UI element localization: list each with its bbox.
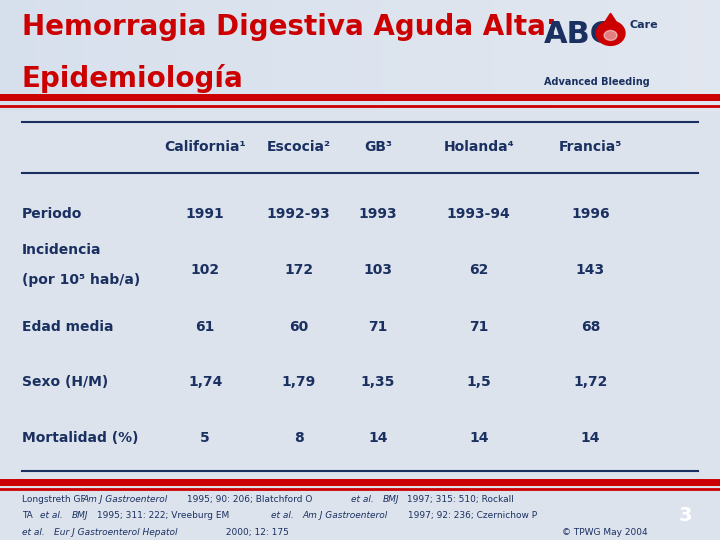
Text: Incidencia: Incidencia <box>22 243 101 257</box>
Text: BMJ: BMJ <box>383 495 400 504</box>
Text: 61: 61 <box>196 320 215 334</box>
Text: Periodo: Periodo <box>22 206 82 220</box>
Text: 1992-93: 1992-93 <box>267 206 330 220</box>
Text: ABC: ABC <box>544 20 613 49</box>
Ellipse shape <box>596 21 625 45</box>
Text: 60: 60 <box>289 320 308 334</box>
Text: 1,74: 1,74 <box>188 375 222 389</box>
Text: 1993-94: 1993-94 <box>447 206 510 220</box>
Text: 5: 5 <box>200 430 210 444</box>
Text: 71: 71 <box>469 320 488 334</box>
Text: 71: 71 <box>369 320 387 334</box>
Text: 8: 8 <box>294 430 304 444</box>
Text: Escocia²: Escocia² <box>267 140 330 154</box>
Text: 14: 14 <box>469 430 489 444</box>
Text: Mortalidad (%): Mortalidad (%) <box>22 430 138 444</box>
Ellipse shape <box>604 30 617 40</box>
Text: 143: 143 <box>576 264 605 278</box>
Text: 62: 62 <box>469 264 488 278</box>
Text: 14: 14 <box>368 430 388 444</box>
Text: 1995; 90: 206; Blatchford O: 1995; 90: 206; Blatchford O <box>184 495 315 504</box>
Text: et al.: et al. <box>22 528 48 537</box>
Text: © TPWG May 2004: © TPWG May 2004 <box>562 528 647 537</box>
Text: 1995; 311: 222; Vreeburg EM: 1995; 311: 222; Vreeburg EM <box>94 511 232 521</box>
Text: Eur J Gastroenterol Hepatol: Eur J Gastroenterol Hepatol <box>54 528 178 537</box>
Text: 103: 103 <box>364 264 392 278</box>
Text: Francia⁵: Francia⁵ <box>559 140 622 154</box>
Text: TA: TA <box>22 511 35 521</box>
Text: 1,35: 1,35 <box>361 375 395 389</box>
Text: (por 10⁵ hab/a): (por 10⁵ hab/a) <box>22 273 140 287</box>
Text: Am J Gastroenterol: Am J Gastroenterol <box>83 495 168 504</box>
Text: 1997; 315: 510; Rockall: 1997; 315: 510; Rockall <box>404 495 514 504</box>
Text: 1,72: 1,72 <box>573 375 608 389</box>
Text: Hemorragia Digestiva Aguda Alta:: Hemorragia Digestiva Aguda Alta: <box>22 14 557 41</box>
Text: 1993: 1993 <box>359 206 397 220</box>
Text: 14: 14 <box>580 430 600 444</box>
Text: 68: 68 <box>581 320 600 334</box>
Text: Holanda⁴: Holanda⁴ <box>444 140 514 154</box>
Text: BMJ: BMJ <box>71 511 88 521</box>
Text: 2000; 12: 175: 2000; 12: 175 <box>223 528 289 537</box>
Text: et al.: et al. <box>271 511 294 521</box>
Text: California¹: California¹ <box>164 140 246 154</box>
Text: 1996: 1996 <box>571 206 610 220</box>
Text: 172: 172 <box>284 264 313 278</box>
Text: GB³: GB³ <box>364 140 392 154</box>
Polygon shape <box>599 14 622 31</box>
Text: et al.: et al. <box>40 511 63 521</box>
Text: 1991: 1991 <box>186 206 225 220</box>
Text: Sexo (H/M): Sexo (H/M) <box>22 375 108 389</box>
Text: Longstreth GF: Longstreth GF <box>22 495 88 504</box>
Text: Am J Gastroenterol: Am J Gastroenterol <box>302 511 387 521</box>
Text: Advanced Bleeding: Advanced Bleeding <box>544 77 649 87</box>
Text: et al.: et al. <box>351 495 374 504</box>
Text: Edad media: Edad media <box>22 320 113 334</box>
Text: 1997; 92: 236; Czernichow P: 1997; 92: 236; Czernichow P <box>405 511 537 521</box>
Text: 3: 3 <box>679 506 693 525</box>
Text: 1,79: 1,79 <box>282 375 316 389</box>
Text: 1,5: 1,5 <box>467 375 491 389</box>
Text: Care: Care <box>630 20 659 30</box>
Text: 102: 102 <box>191 264 220 278</box>
Text: Epidemiología: Epidemiología <box>22 64 243 93</box>
